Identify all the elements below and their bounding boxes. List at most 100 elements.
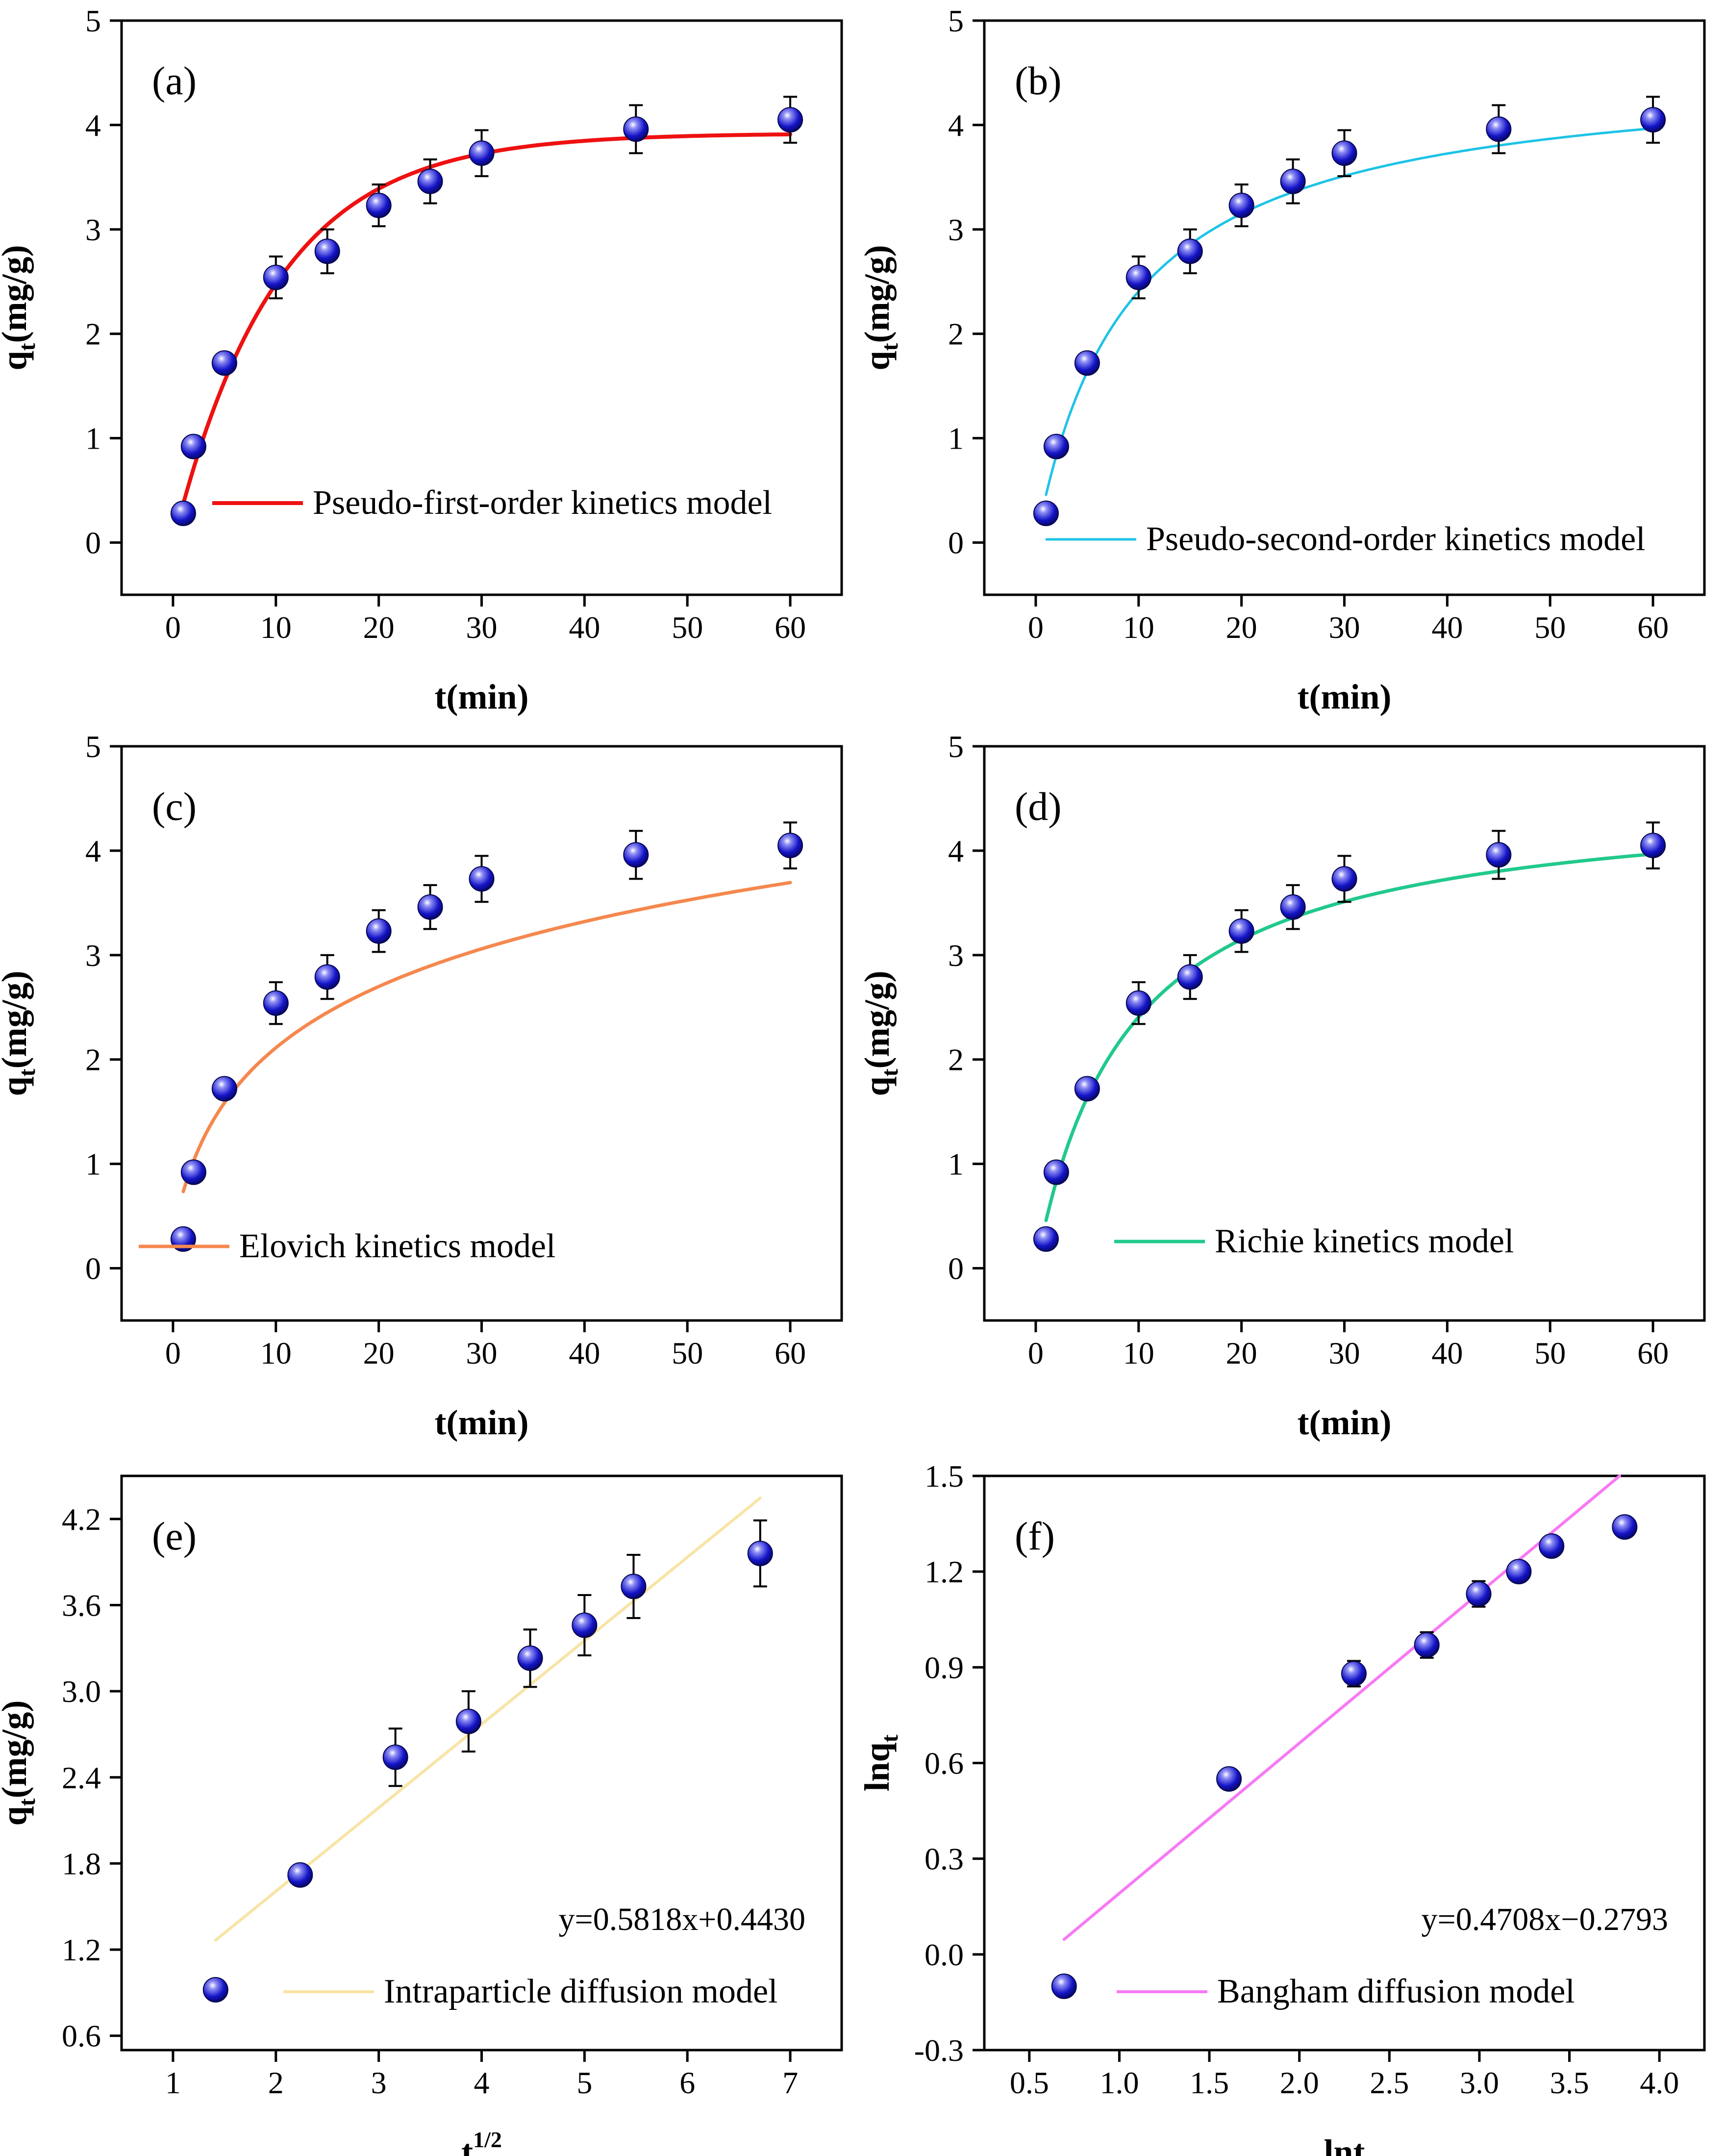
x-tick-label: 50 [672, 610, 703, 645]
fit-curve [181, 132, 793, 506]
y-tick-label: 4 [85, 108, 101, 143]
data-point [314, 964, 340, 990]
fit-equation: y=0.5818x+0.4430 [559, 1902, 805, 1937]
y-tick-label: 0 [85, 1251, 101, 1286]
y-tick-label: 2 [85, 1042, 101, 1077]
data-point [314, 238, 340, 264]
x-tick-label: 4.0 [1640, 2065, 1679, 2100]
y-tick-label: 0 [85, 526, 101, 560]
y-axis-label-units: (mg/g) [0, 1700, 34, 1799]
x-tick-label: 0 [165, 610, 181, 645]
y-tick-label: 4 [948, 834, 964, 868]
x-tick-label: 40 [1431, 1336, 1463, 1370]
data-point [1033, 500, 1059, 526]
x-tick-label: 50 [1534, 1336, 1566, 1370]
data-point [623, 116, 649, 142]
y-tick-label: 2 [948, 1042, 964, 1077]
y-tick-label: -0.3 [914, 2033, 964, 2068]
x-tick-label: 20 [363, 1336, 395, 1370]
y-axis-label-base: q [0, 351, 34, 370]
x-axis-label: t(min) [435, 1403, 529, 1442]
x-tick-label: 2.5 [1370, 2065, 1409, 2100]
y-tick-label: 0.6 [925, 1746, 964, 1781]
y-tick-label: 3 [85, 212, 101, 247]
data-point [1125, 264, 1151, 290]
legend-label: Pseudo-second-order kinetics model [1146, 520, 1646, 558]
y-tick-label: 4.2 [62, 1502, 101, 1537]
y-axis-label-subscript: t [14, 343, 40, 351]
data-point [623, 842, 649, 868]
x-tick-label: 20 [363, 610, 395, 645]
x-tick-label: 60 [1637, 1336, 1669, 1370]
y-axis-label-subscript: t [877, 1734, 903, 1742]
data-point [1486, 842, 1512, 868]
fit-curve [1062, 1474, 1622, 1941]
data-point [1228, 918, 1254, 944]
data-point [417, 168, 443, 194]
chart-panel-d: 0 10 20 30 40 50 60 0 1 2 3 4 5 t(min) qt(mg/g) (d) Rich… [857, 729, 1706, 1442]
y-tick-label: 1 [85, 421, 101, 456]
y-tick-label: 0.0 [925, 1937, 964, 1972]
y-axis-label: qt(mg/g) [857, 245, 903, 371]
data-point [1486, 116, 1512, 142]
legend-label: Pseudo-first-order kinetics model [313, 484, 772, 522]
y-axis-label-subscript: t [14, 1068, 40, 1076]
plot-frame [120, 1474, 843, 2052]
data-point [1341, 1661, 1367, 1687]
y-tick-label: 1 [948, 1147, 964, 1182]
y-tick-label: 3 [948, 938, 964, 973]
x-axis-label-superscript: 1/2 [473, 2127, 502, 2152]
data-point [1640, 833, 1666, 859]
y-tick-label: 1 [948, 421, 964, 456]
data-point [1280, 168, 1306, 194]
data-point [1228, 192, 1254, 218]
x-tick-label: 20 [1226, 610, 1257, 645]
y-tick-label: 0 [948, 526, 964, 560]
x-axis-label: lnt [1324, 2132, 1365, 2156]
x-tick-label: 3.0 [1460, 2065, 1499, 2100]
y-tick-label: 3.0 [62, 1674, 101, 1709]
y-tick-label: 5 [948, 3, 964, 38]
data-point [517, 1645, 543, 1671]
y-tick-label: 1.5 [925, 1459, 964, 1494]
legend-label: Intraparticle diffusion model [384, 1973, 777, 2010]
y-axis-label-units: (mg/g) [0, 971, 34, 1069]
plot-frame [983, 19, 1706, 596]
y-axis-label-base: q [857, 1076, 897, 1096]
y-tick-label: 1.8 [62, 1846, 101, 1881]
panel-label: (e) [152, 1514, 197, 1558]
x-axis-label: t(min) [435, 677, 529, 716]
y-tick-label: 0 [948, 1251, 964, 1286]
x-tick-label: 1.5 [1190, 2065, 1229, 2100]
x-tick-label: 10 [260, 1336, 292, 1370]
panel-label: (d) [1015, 784, 1062, 829]
legend-label: Bangham diffusion model [1217, 1973, 1575, 2010]
data-point [455, 1708, 481, 1734]
data-point [211, 350, 237, 376]
y-tick-label: 4 [948, 108, 964, 143]
y-tick-label: 3 [85, 938, 101, 973]
data-point [469, 866, 495, 892]
x-tick-label: 30 [466, 1336, 498, 1370]
y-axis-label-units: (mg/g) [857, 971, 897, 1069]
y-axis-label-subscript: t [14, 1798, 40, 1806]
data-point [1331, 866, 1357, 892]
y-axis-label-base: q [857, 351, 897, 370]
y-axis-label: qt(mg/g) [0, 1700, 40, 1826]
panel-label: (a) [152, 58, 197, 103]
data-point [1414, 1632, 1440, 1658]
y-tick-label: 5 [948, 729, 964, 764]
x-tick-label: 2.0 [1280, 2065, 1319, 2100]
y-tick-label: 5 [85, 729, 101, 764]
y-axis-label-base: lnq [857, 1742, 897, 1791]
x-tick-label: 2 [268, 2065, 284, 2100]
y-tick-label: 2 [85, 317, 101, 352]
data-point [287, 1862, 313, 1888]
y-tick-label: 0.9 [925, 1650, 964, 1685]
x-axis-label: t(min) [1298, 1403, 1392, 1442]
chart-panel-c: 0 10 20 30 40 50 60 0 1 2 3 4 5 t(min) qt(mg/g) (c) Elov… [0, 729, 843, 1442]
data-point [1177, 964, 1203, 990]
y-tick-label: 1 [85, 1147, 101, 1182]
y-axis-label: qt(mg/g) [857, 971, 903, 1096]
y-axis-label-subscript: t [877, 1068, 903, 1076]
